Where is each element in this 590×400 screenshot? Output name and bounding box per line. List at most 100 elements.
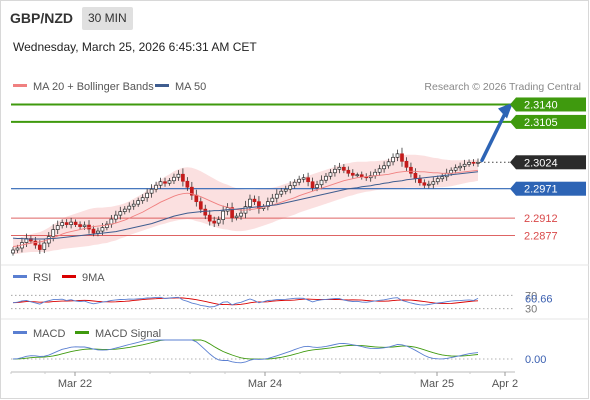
candle — [96, 227, 100, 237]
candle — [127, 202, 132, 213]
candle — [239, 209, 243, 220]
candle — [60, 219, 65, 229]
rsi-level-label-70: 70 — [525, 290, 537, 302]
timeframe-button[interactable]: 30 MIN — [82, 7, 133, 30]
candle — [283, 185, 288, 195]
candle — [234, 213, 239, 221]
candle — [409, 162, 413, 178]
candle — [55, 220, 60, 235]
candle — [350, 169, 355, 179]
level-tag-pointer-1 — [510, 114, 516, 129]
level-label-3: 2.2971 — [524, 184, 558, 196]
candle — [292, 179, 297, 189]
candle — [274, 189, 279, 203]
candle — [359, 171, 364, 180]
candle — [426, 180, 431, 189]
rsi-value-label: 60.66 — [525, 293, 553, 305]
instrument-title: GBP/NZD — [10, 10, 73, 26]
legend-swatch-macd — [13, 331, 27, 334]
candle — [333, 165, 337, 177]
legend-swatch-ma50 — [155, 84, 169, 87]
candle — [382, 161, 386, 173]
rsi-line — [12, 296, 479, 308]
candle — [435, 175, 440, 185]
level-tag-3: 2.2971 — [510, 181, 586, 196]
candle — [471, 159, 476, 167]
ma50-line — [12, 171, 479, 240]
target-arrow-shaft — [480, 111, 507, 163]
candle — [122, 206, 127, 215]
candle — [149, 184, 154, 198]
level-tag-bg-3 — [516, 181, 586, 196]
legend-label-ma50: MA 50 — [175, 81, 206, 93]
candle — [230, 202, 234, 223]
candle — [467, 159, 471, 167]
candle — [453, 164, 458, 174]
target-arrow-head — [498, 102, 513, 119]
candle — [306, 172, 310, 187]
candle — [113, 210, 118, 224]
candle — [172, 173, 176, 185]
candle — [163, 177, 167, 187]
candle — [181, 168, 185, 187]
credit-text: Research © 2026 Trading Central — [424, 81, 581, 93]
candle — [207, 210, 212, 226]
candle — [257, 196, 261, 214]
level-label-2: 2.3024 — [524, 157, 558, 169]
candle — [319, 175, 324, 190]
candle — [78, 221, 82, 230]
candle — [337, 162, 342, 174]
price-levels — [11, 103, 515, 237]
candle — [118, 206, 123, 220]
candle — [476, 158, 480, 167]
candle — [145, 188, 149, 202]
legend-swatch-bollinger — [13, 84, 27, 87]
candle — [136, 197, 141, 207]
candle — [391, 153, 395, 166]
level-tag-0: 2.3140 — [510, 97, 586, 112]
target-arrow — [480, 102, 513, 163]
level-label-0: 2.3140 — [524, 99, 558, 111]
candle — [158, 177, 163, 189]
x-tick-label-1: Mar 24 — [248, 378, 282, 390]
candle — [203, 204, 208, 220]
candle — [462, 159, 467, 171]
level-tag-pointer-2 — [510, 155, 516, 170]
candle — [440, 173, 445, 182]
candle — [377, 164, 382, 176]
macd-legend: MACD MACD Signal — [13, 328, 161, 340]
candle — [69, 217, 73, 229]
candlesticks — [11, 147, 480, 256]
level-tag-5: 2.2877 — [524, 231, 558, 243]
candle — [458, 162, 462, 172]
macd-line — [12, 339, 479, 364]
level-tag-2: 2.3024 — [510, 155, 586, 170]
macd-value-label: 0.00 — [525, 354, 546, 366]
candle — [422, 179, 427, 189]
legend-swatch-macd-signal — [75, 331, 89, 334]
level-tag-1: 2.3105 — [510, 114, 586, 129]
candle — [131, 200, 136, 210]
candle — [346, 166, 351, 177]
legend-label-rsi-ma: 9MA — [82, 272, 105, 284]
rsi-level-label-30: 30 — [525, 304, 537, 316]
timestamp: Wednesday, March 25, 2026 6:45:31 AM CET — [13, 40, 257, 54]
price-level-tags: 2.3140 2.3105 2.3024 2.2971 2.2912 2.2877 — [510, 97, 586, 243]
candle — [301, 174, 306, 183]
candle — [279, 188, 284, 198]
candle — [167, 177, 172, 186]
candle — [198, 197, 203, 213]
legend-label-rsi: RSI — [33, 272, 51, 284]
candle — [105, 221, 109, 231]
candle — [328, 169, 333, 180]
candle — [431, 177, 436, 189]
candle — [37, 240, 42, 254]
legend-swatch-rsi-ma — [62, 275, 76, 278]
candle — [252, 195, 257, 205]
candle — [216, 216, 221, 227]
level-tag-bg-0 — [516, 97, 586, 112]
legend-label-macd: MACD — [33, 328, 65, 340]
moving-averages — [12, 169, 479, 247]
